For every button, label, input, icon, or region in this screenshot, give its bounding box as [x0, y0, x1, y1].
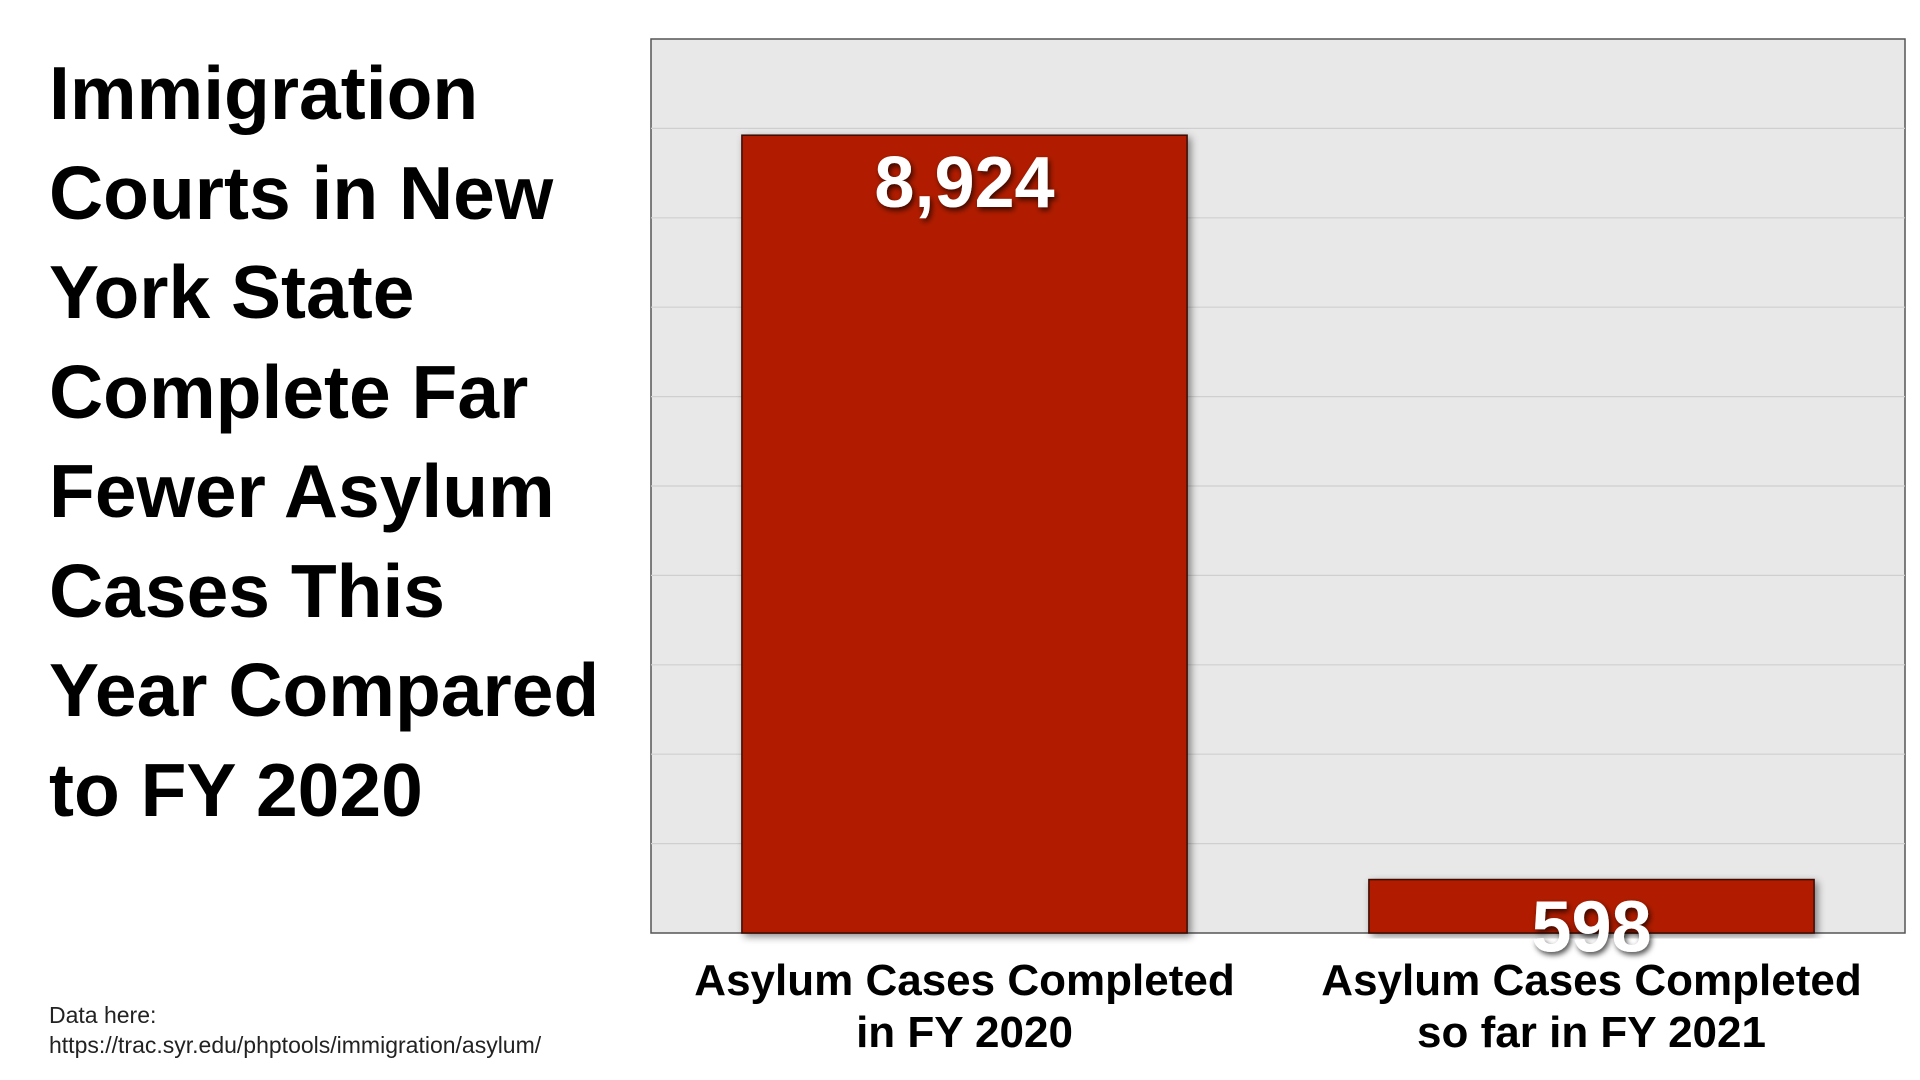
source-label: Data here:: [49, 1002, 157, 1028]
page-title: Immigration Courts in New York State Comple…: [49, 44, 629, 840]
page-title-line: Year Compared: [49, 648, 600, 732]
data-label: 8,924: [874, 143, 1054, 223]
category-label: Asylum Cases Completed: [694, 956, 1234, 1005]
category-label: in FY 2020: [856, 1008, 1073, 1057]
source-link[interactable]: https://trac.syr.edu/phptools/immigratio…: [49, 1032, 542, 1058]
page-title-line: York State: [49, 250, 415, 334]
source-note: Data here: https://trac.syr.edu/phptools…: [49, 1000, 669, 1060]
page-title-line: Cases This: [49, 548, 446, 633]
page-title-line: Immigration: [49, 51, 479, 135]
page-title-line: Courts in New: [49, 150, 554, 235]
bar: [1368, 878, 1815, 934]
data-labels: 8,924 598: [874, 143, 1651, 967]
page-title-line: Fewer Asylum: [49, 449, 555, 533]
page-title-line: Complete Far: [49, 349, 529, 434]
bar: [741, 134, 1188, 934]
data-label: 598: [1531, 888, 1651, 968]
category-label: so far in FY 2021: [1417, 1008, 1766, 1057]
category-label: Asylum Cases Completed: [1321, 956, 1861, 1005]
bars: [741, 134, 1815, 934]
page-title-line: to FY 2020: [49, 747, 423, 832]
